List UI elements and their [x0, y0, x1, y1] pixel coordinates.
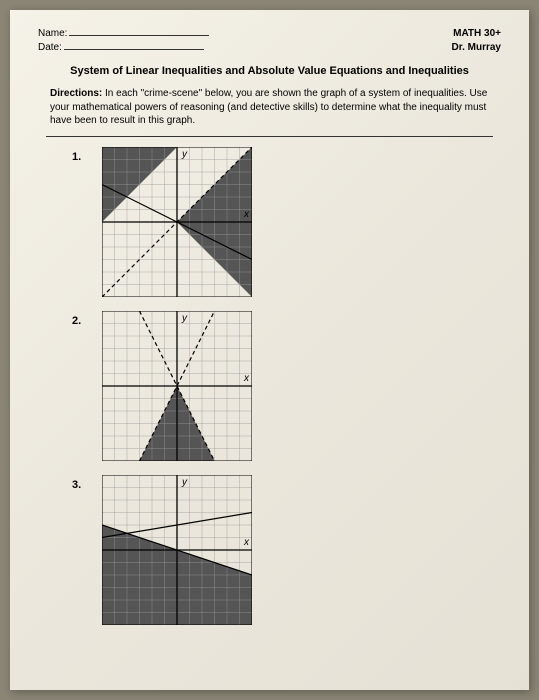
date-label: Date: [38, 42, 62, 53]
inequality-graph: xy [102, 147, 252, 297]
x-axis-label: x [243, 373, 250, 384]
problem-number: 2. [72, 311, 102, 327]
directions-text: In each "crime-scene" below, you are sho… [50, 88, 487, 126]
x-axis-label: x [243, 209, 250, 220]
header: Name: Date: MATH 30+ Dr. Murray [38, 28, 501, 53]
header-right: MATH 30+ Dr. Murray [452, 28, 501, 53]
problems-container: 1.xy2.xy3.xy [38, 147, 501, 625]
y-axis-label: y [181, 149, 188, 160]
directions-label: Directions: [50, 88, 102, 99]
header-left: Name: Date: [38, 28, 209, 53]
problem-row: 2.xy [72, 311, 501, 461]
instructor-label: Dr. Murray [452, 42, 501, 53]
name-field: Name: [38, 28, 209, 39]
directions: Directions: In each "crime-scene" below,… [50, 87, 489, 128]
y-axis-label: y [181, 477, 188, 488]
problem-row: 1.xy [72, 147, 501, 297]
graph-container: xy [102, 475, 252, 625]
problem-number: 3. [72, 475, 102, 491]
graph-container: xy [102, 311, 252, 461]
graph-container: xy [102, 147, 252, 297]
x-axis-label: x [243, 537, 250, 548]
problem-row: 3.xy [72, 475, 501, 625]
divider [46, 136, 493, 137]
worksheet-page: Name: Date: MATH 30+ Dr. Murray System o… [10, 10, 529, 690]
name-label: Name: [38, 28, 67, 39]
problem-number: 1. [72, 147, 102, 163]
date-field: Date: [38, 42, 209, 53]
y-axis-label: y [181, 313, 188, 324]
page-title: System of Linear Inequalities and Absolu… [38, 65, 501, 77]
date-blank [64, 49, 204, 50]
inequality-graph: xy [102, 311, 252, 461]
name-blank [69, 35, 209, 36]
inequality-graph: xy [102, 475, 252, 625]
course-label: MATH 30+ [452, 28, 501, 39]
